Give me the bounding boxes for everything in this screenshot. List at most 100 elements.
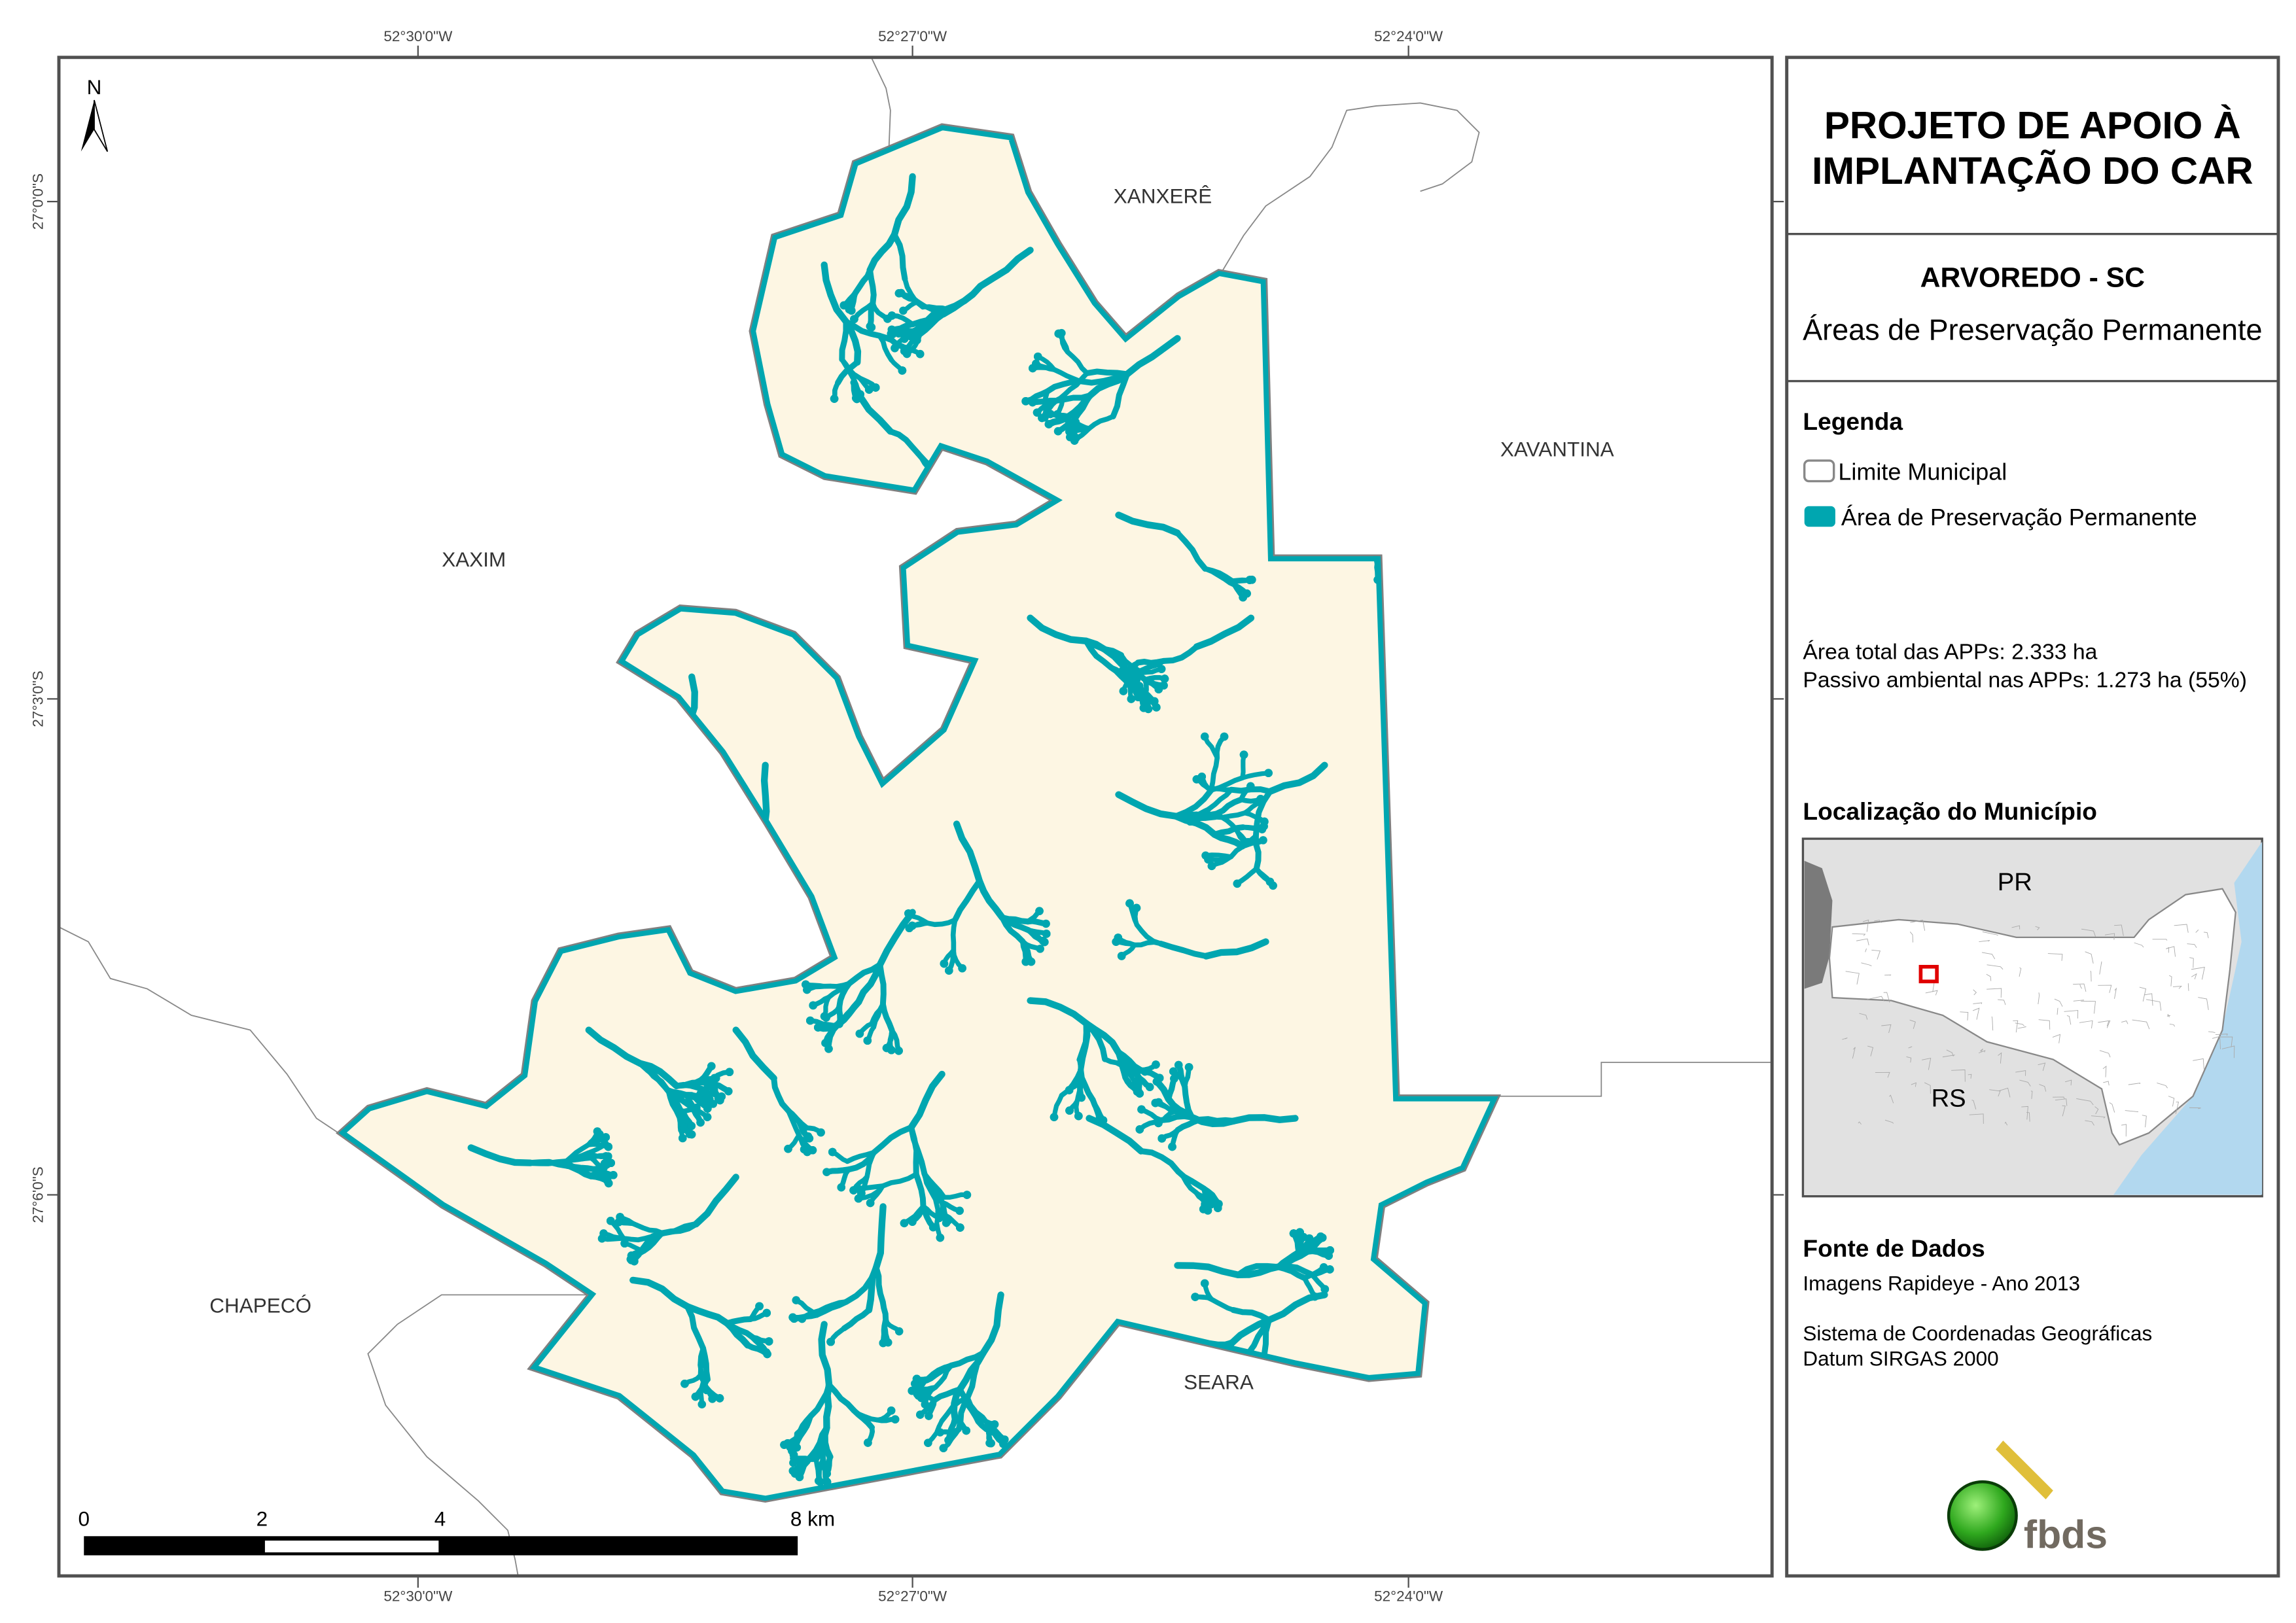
inset-municipal-boundary [1987, 988, 2002, 998]
stream-source [606, 1217, 615, 1225]
inset-municipal-boundary [2125, 1110, 2138, 1113]
app-stream [1225, 1397, 1250, 1413]
app-stream [976, 877, 1006, 921]
app-stream [953, 820, 983, 885]
stream-source [749, 886, 757, 895]
inset-municipal-boundary [2039, 1084, 2047, 1092]
inset-municipal-boundary [2064, 1079, 2072, 1086]
app-stream [1186, 1353, 1209, 1368]
stream-source [790, 884, 799, 894]
inset-municipal-boundary [1852, 933, 1866, 936]
stream-source [1057, 328, 1066, 338]
app-stream [1188, 1113, 1238, 1127]
inset-municipal-boundary [2174, 924, 2189, 933]
stream-source [1318, 1233, 1327, 1242]
inset-municipal-boundary [2191, 966, 2205, 980]
inset-municipal-boundary [2019, 1079, 2031, 1087]
stream-source [585, 759, 594, 767]
inset-municipal-boundary [1951, 1069, 1966, 1082]
inset-municipal-boundary [2128, 1083, 2141, 1085]
inset-municipal-boundary [2134, 942, 2144, 948]
app-stream [771, 1075, 792, 1114]
app-stream [654, 791, 662, 816]
app-stream [913, 1171, 927, 1210]
app-stream [1320, 438, 1346, 502]
app-stream [930, 470, 937, 490]
app-stream [527, 1159, 569, 1166]
stream-source [963, 1191, 972, 1199]
stream-source [653, 809, 662, 818]
inset-municipal-boundary [2221, 1045, 2235, 1058]
stream-source [784, 892, 793, 901]
app-stream [1082, 1020, 1122, 1055]
inset-municipal-boundary [2189, 957, 2194, 968]
stream-source [619, 789, 628, 798]
inset-municipal-boundary [2168, 975, 2172, 986]
app-stream [879, 1299, 889, 1329]
stream-source [692, 1104, 701, 1112]
app-stream [651, 765, 665, 790]
app-stream [1213, 796, 1245, 817]
app-stream [633, 733, 687, 748]
app-stream [1173, 812, 1218, 838]
app-stream [977, 247, 1034, 290]
stream-source [913, 1389, 922, 1399]
stream-source [629, 819, 639, 828]
app-stream [1134, 922, 1163, 947]
inset-municipal-boundary [2019, 967, 2022, 977]
stream-source [882, 1043, 891, 1053]
bottom-coord-label: 52°30'0"W [383, 1588, 453, 1604]
inset-municipal-boundary [2104, 933, 2115, 940]
stream-source [943, 470, 951, 479]
stream-source [1289, 1229, 1298, 1238]
app-stream [1086, 370, 1131, 399]
stream-source [1072, 434, 1080, 442]
app-stream [876, 332, 906, 350]
inset-municipal-boundary [1924, 1082, 1931, 1094]
stream-source [585, 759, 594, 767]
app-stream [841, 1307, 872, 1331]
stream-source [837, 1183, 846, 1192]
stream-source [790, 1314, 798, 1323]
inset-municipal-boundary [2047, 953, 2063, 961]
stream-source [891, 1415, 900, 1424]
app-stream [826, 1382, 857, 1414]
stream-source [1042, 919, 1050, 928]
stream-source [680, 1123, 689, 1132]
app-stream [1230, 1114, 1299, 1125]
app-stream [775, 880, 788, 901]
graticule-labels [47, 45, 1784, 1588]
scale-label: 4 [434, 1507, 446, 1531]
inset-municipal-boundary [1925, 990, 1938, 996]
stream-source [821, 1039, 830, 1047]
app-stream [1174, 530, 1209, 572]
legend-swatch-boundary [1803, 459, 1835, 483]
inset-municipal-boundary [1861, 962, 1872, 966]
app-stream [646, 805, 662, 833]
inset-municipal-boundary [2169, 1024, 2176, 1027]
stream-source [803, 1147, 812, 1157]
stream-source [784, 892, 793, 901]
scale-bar: 0 2 4 8 km [78, 1507, 835, 1556]
inset-municipal-boundary [2079, 984, 2083, 989]
stream-source [866, 1198, 875, 1208]
app-stream [928, 1362, 955, 1382]
app-stream [1076, 1020, 1089, 1063]
stream-source [754, 886, 762, 895]
stream-source [1259, 836, 1267, 845]
stream-source [652, 828, 662, 836]
stream-source [1000, 1435, 1009, 1444]
app-stream [879, 1001, 895, 1034]
inset-municipal-boundary [1987, 964, 2004, 970]
stream-source [1038, 413, 1046, 423]
inset-label-pr: PR [1998, 868, 2032, 896]
inset-municipal-boundary [2152, 939, 2168, 941]
app-stream [1240, 771, 1271, 780]
stream-source [1214, 1200, 1223, 1208]
app-stream [957, 1386, 979, 1420]
stream-source [784, 1144, 792, 1153]
app-stream [1193, 614, 1255, 650]
stream-source [896, 288, 906, 298]
